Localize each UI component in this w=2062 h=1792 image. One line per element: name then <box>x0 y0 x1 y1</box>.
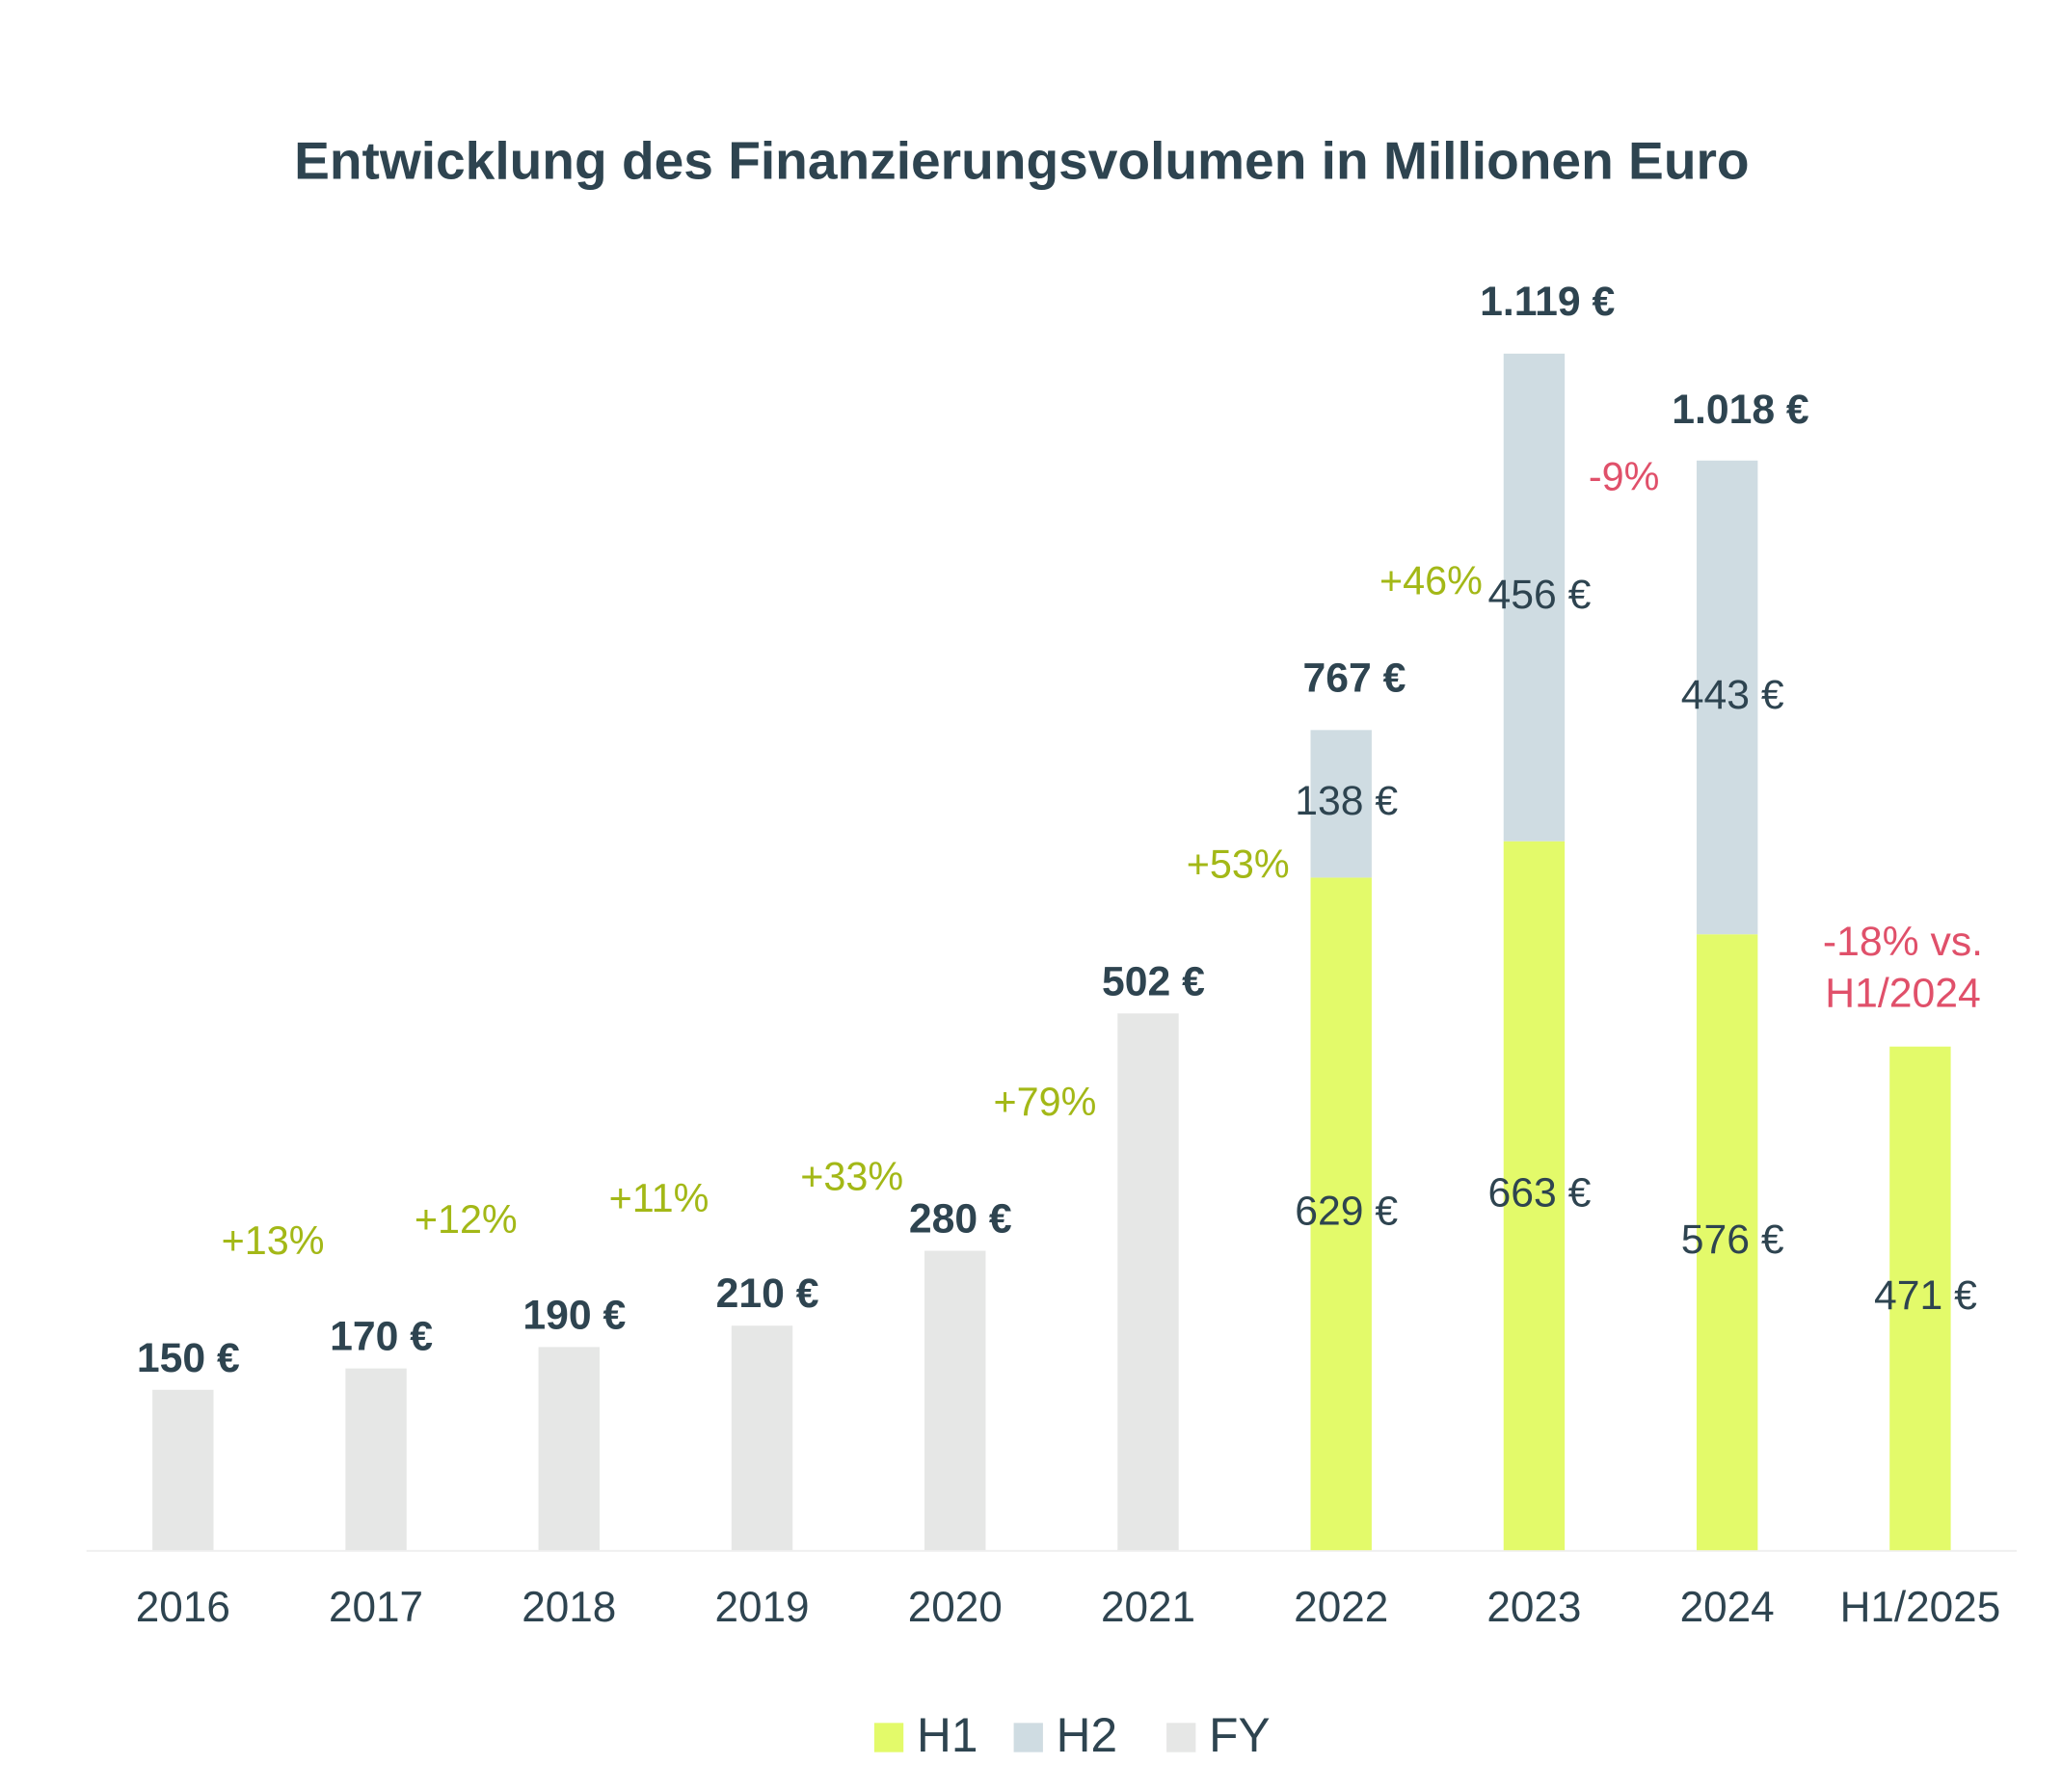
growth-label: +53% <box>1187 843 1290 887</box>
growth-label: +46% <box>1379 559 1483 603</box>
bar-segment <box>152 1389 214 1551</box>
bar-segment <box>731 1325 793 1551</box>
growth-label: +12% <box>415 1197 518 1242</box>
bar-segment <box>538 1347 600 1551</box>
growth-label: +79% <box>994 1080 1097 1124</box>
x-tick-label: 2022 <box>1294 1584 1388 1631</box>
value-label: 629 € <box>1295 1189 1398 1235</box>
total-label: 1.119 € <box>1480 279 1615 325</box>
chart-title: Entwicklung des Finanzierungsvolumen in … <box>294 130 1750 190</box>
value-label: 456 € <box>1488 572 1592 618</box>
x-tick-label: 2023 <box>1486 1584 1581 1631</box>
value-label: 190 € <box>522 1292 626 1338</box>
bar-segment <box>1503 353 1566 842</box>
bar-segment <box>924 1250 986 1551</box>
bar-segment <box>1889 1046 1951 1551</box>
legend-label: H2 <box>1057 1708 1117 1762</box>
x-tick-label: 2021 <box>1101 1584 1195 1631</box>
growth-label: +13% <box>222 1218 325 1263</box>
total-label: 1.018 € <box>1672 387 1808 433</box>
value-label: 471 € <box>1874 1272 1977 1319</box>
value-label: 138 € <box>1295 778 1398 824</box>
bar-segment <box>1503 841 1566 1551</box>
legend-label: FY <box>1209 1708 1270 1762</box>
growth-label: -9% <box>1589 455 1660 499</box>
bar-segment <box>1310 877 1372 1551</box>
value-label: 502 € <box>1102 958 1205 1004</box>
bar-segment <box>1310 730 1372 878</box>
value-label: 663 € <box>1488 1170 1592 1217</box>
value-label: 210 € <box>716 1270 819 1317</box>
x-tick-label: 2017 <box>329 1584 423 1631</box>
comparison-label: -18% vs. <box>1823 919 1983 965</box>
bar-segment <box>345 1368 407 1551</box>
x-tick-label: H1/2025 <box>1840 1584 2001 1631</box>
bar-segment <box>1696 934 1758 1551</box>
x-tick-label: 2016 <box>136 1584 230 1631</box>
x-tick-label: 2020 <box>908 1584 1003 1631</box>
comparison-label: H1/2024 <box>1825 971 1980 1017</box>
legend-swatch <box>1013 1723 1043 1752</box>
x-tick-label: 2019 <box>714 1584 809 1631</box>
growth-label: +11% <box>609 1176 710 1220</box>
bar-segment <box>1696 460 1758 935</box>
value-label: 443 € <box>1681 672 1784 718</box>
value-label: 280 € <box>909 1196 1012 1243</box>
growth-label: +33% <box>800 1155 903 1199</box>
x-tick-label: 2024 <box>1680 1584 1775 1631</box>
legend-label: H1 <box>917 1708 977 1762</box>
bar-segment <box>1117 1013 1179 1551</box>
value-label: 170 € <box>330 1314 433 1360</box>
x-tick-label: 2018 <box>522 1584 616 1631</box>
value-label: 576 € <box>1681 1217 1784 1263</box>
value-label: 150 € <box>137 1335 240 1381</box>
total-label: 767 € <box>1303 655 1406 702</box>
legend-swatch <box>873 1723 904 1752</box>
legend-swatch <box>1166 1723 1196 1752</box>
